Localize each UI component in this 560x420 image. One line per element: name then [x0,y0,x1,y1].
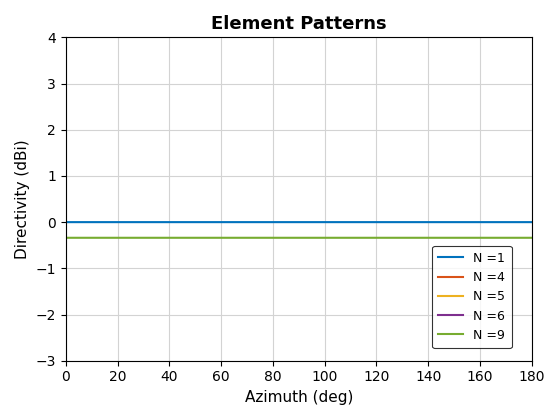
X-axis label: Azimuth (deg): Azimuth (deg) [245,390,353,405]
N =9 [529,235,535,240]
Y-axis label: Directivity (dBi): Directivity (dBi) [15,139,30,259]
N =9 [86,235,93,240]
N =9 [289,235,296,240]
N =1 [277,220,284,225]
N =6 [86,381,93,386]
N =9 [430,235,436,240]
N =9 [515,235,521,240]
N =1 [529,220,535,225]
Title: Element Patterns: Element Patterns [211,15,386,33]
Legend: N =1, N =4, N =5, N =6, N =9: N =1, N =4, N =5, N =6, N =9 [432,246,511,348]
N =1 [68,220,74,225]
N =9 [88,235,95,240]
N =6 [62,367,69,372]
N =1 [217,220,224,225]
N =1 [430,220,436,225]
Line: N =6: N =6 [66,370,532,420]
N =9 [62,235,69,240]
N =1 [515,220,522,225]
N =1 [515,220,522,225]
N =1 [290,220,296,225]
N =6 [515,371,522,376]
N =1 [86,220,93,225]
N =9 [277,235,283,240]
N =6 [515,372,521,377]
N =1 [62,220,69,225]
N =6 [529,367,535,372]
N =9 [515,235,522,240]
